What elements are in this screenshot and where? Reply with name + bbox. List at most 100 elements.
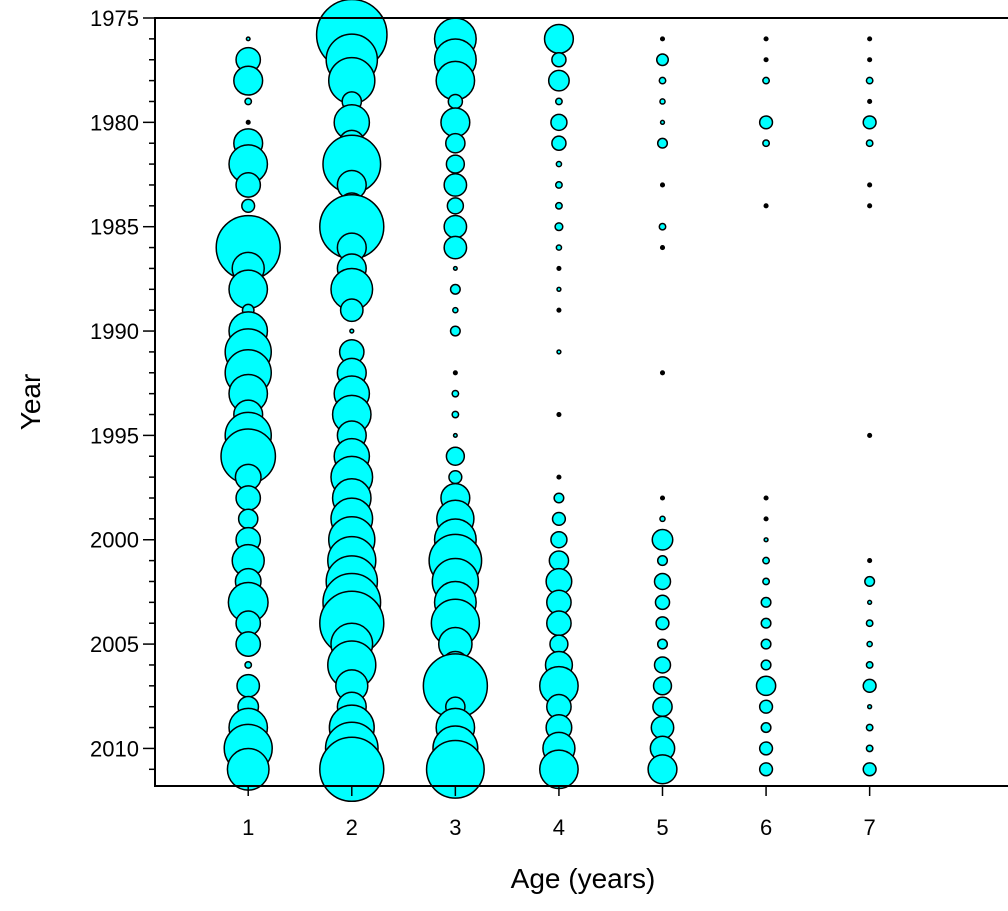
bubble xyxy=(760,638,772,650)
bubble xyxy=(245,119,251,125)
series-age-6 xyxy=(755,36,777,777)
bubble xyxy=(656,638,669,650)
bubble xyxy=(440,107,471,138)
bubble xyxy=(547,69,570,92)
bubble xyxy=(763,537,769,543)
bubble xyxy=(763,495,769,501)
y-tick-label: 1995 xyxy=(90,423,139,448)
bubble xyxy=(550,113,568,132)
bubble xyxy=(865,723,874,732)
bubble xyxy=(652,676,673,696)
bubble xyxy=(245,36,251,42)
series-age-7 xyxy=(862,36,877,777)
bubble xyxy=(760,722,772,734)
bubble xyxy=(235,172,262,198)
bubble xyxy=(339,298,364,323)
bubble xyxy=(448,469,463,485)
bubble xyxy=(556,474,562,480)
bubble xyxy=(659,515,666,523)
bubble xyxy=(762,139,771,148)
bubble xyxy=(652,696,673,718)
bubble xyxy=(550,530,568,549)
bubble xyxy=(655,616,670,631)
bubble xyxy=(538,749,579,790)
series-age-2 xyxy=(315,0,388,803)
bubble xyxy=(867,36,873,42)
bubble xyxy=(449,283,461,295)
bubble xyxy=(867,432,873,438)
bubble xyxy=(865,619,874,628)
bubble xyxy=(862,115,877,130)
bubble xyxy=(445,446,466,466)
bubble xyxy=(865,661,874,669)
y-axis-title: Year xyxy=(15,374,46,431)
y-tick-label: 2010 xyxy=(90,736,139,761)
bubble xyxy=(452,265,458,271)
bubble xyxy=(656,555,669,567)
bubble xyxy=(555,244,563,251)
series-age-1 xyxy=(215,36,281,791)
bubble xyxy=(451,410,460,419)
bubble xyxy=(758,115,774,130)
bubble xyxy=(659,119,666,126)
bubble xyxy=(763,57,769,63)
bubble xyxy=(755,675,777,697)
bubble xyxy=(553,492,565,504)
bubble xyxy=(228,269,269,310)
bubble xyxy=(556,307,562,313)
bubble xyxy=(226,747,270,791)
bubble xyxy=(659,182,666,188)
bubble xyxy=(443,214,468,239)
bubble xyxy=(659,370,666,376)
y-tick-label: 1975 xyxy=(90,6,139,31)
y-tick-label: 1990 xyxy=(90,319,139,344)
bubble xyxy=(866,640,873,648)
bubble xyxy=(654,594,671,611)
y-tick-label: 1980 xyxy=(90,110,139,135)
bubble xyxy=(425,739,485,799)
bubble xyxy=(763,516,769,522)
bubble xyxy=(241,198,256,213)
bubble xyxy=(543,23,575,55)
bubble xyxy=(864,575,876,588)
bubble xyxy=(760,659,772,671)
bubble xyxy=(548,550,570,571)
bubble xyxy=(659,36,666,42)
bubble xyxy=(650,715,675,740)
bubble xyxy=(865,76,874,85)
bubble xyxy=(452,306,459,314)
bubble xyxy=(452,370,458,376)
bubble xyxy=(867,57,873,63)
bubble xyxy=(658,76,667,85)
bubble xyxy=(867,558,873,564)
bubble xyxy=(554,222,564,232)
bubble xyxy=(862,762,877,777)
bubble xyxy=(451,389,460,398)
bubble xyxy=(763,203,769,209)
bubble xyxy=(647,754,678,785)
bubble xyxy=(866,704,873,710)
bubble xyxy=(655,53,670,67)
bubble xyxy=(443,235,468,260)
bubble xyxy=(651,528,674,551)
bubble xyxy=(237,508,259,530)
x-tick-label: 1 xyxy=(242,815,254,840)
bubble xyxy=(758,699,774,714)
bubble-layer xyxy=(215,0,877,803)
bubble xyxy=(556,349,562,355)
bubble xyxy=(862,678,877,693)
bubble xyxy=(865,744,874,753)
x-tick-label: 7 xyxy=(864,815,876,840)
bubble xyxy=(554,97,563,106)
y-tick-label: 2005 xyxy=(90,632,139,657)
bubble xyxy=(653,656,672,674)
x-axis: 1 2 3 4 5 6 7 xyxy=(242,786,876,840)
bubble xyxy=(244,97,253,106)
bubble xyxy=(551,135,567,152)
bubble xyxy=(549,634,569,654)
bubble xyxy=(551,511,567,527)
bubble xyxy=(445,132,466,154)
series-age-4 xyxy=(538,23,579,790)
bubble xyxy=(554,201,563,210)
